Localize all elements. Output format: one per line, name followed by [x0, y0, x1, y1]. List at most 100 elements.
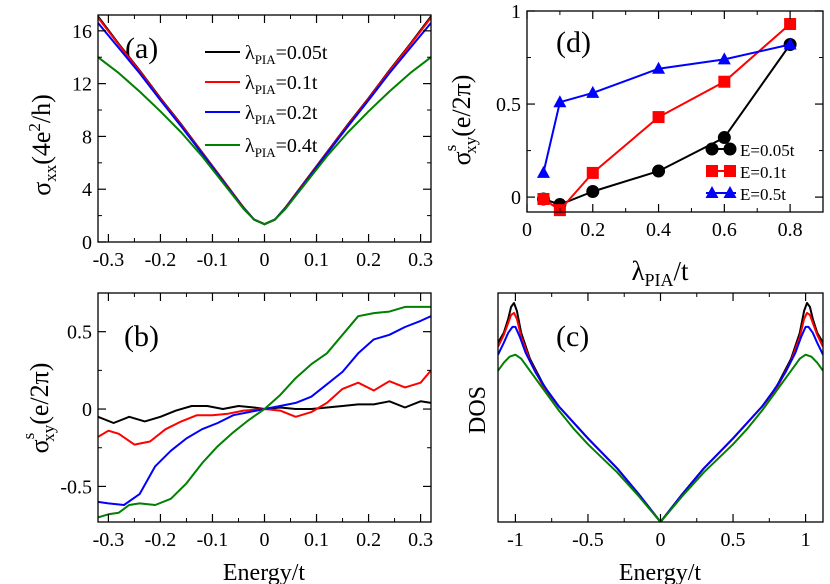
x-tick-label-a-0: -0.3 — [93, 249, 125, 271]
series-line-c-0 — [498, 302, 823, 522]
legend-label-a-0: λPIA=0.05t — [245, 42, 328, 67]
data-point-d-2-0 — [536, 165, 550, 178]
y-tick-label-b-2: 0.5 — [67, 322, 92, 344]
panel-d-xlabel: λPIA/t — [631, 256, 689, 290]
x-tick-label-c-0: -1 — [507, 529, 524, 551]
panel-b-label: (b) — [124, 320, 159, 353]
panel-c-ylabel: DOS — [465, 386, 491, 434]
data-point-d-1-3 — [652, 111, 665, 124]
legend-entry-d-2: E=0.5t — [705, 185, 786, 204]
x-tick-label-b-2: -0.1 — [197, 529, 229, 551]
y-tick-label-d-1: 0.5 — [496, 94, 521, 116]
series-line-d-2 — [542, 43, 791, 174]
legend-marker-d-1 — [706, 165, 718, 177]
legend-entry-d-1: E=0.1t — [706, 163, 786, 182]
x-tick-label-c-2: 0 — [656, 529, 666, 551]
y-tick-label-a-2: 8 — [82, 126, 92, 148]
x-tick-label-c-3: 0.5 — [721, 529, 746, 551]
plot-a: -0.3 -0.2 -0.1 0 0.1 0.2 0.3 0 4 8 12 16 — [72, 14, 433, 271]
legend-label-d-0: E=0.05t — [740, 141, 795, 160]
x-tick-label-b-1: -0.2 — [145, 529, 177, 551]
data-point-d-0-3 — [652, 164, 666, 178]
data-point-d-0-2 — [586, 185, 600, 199]
x-tick-label-a-5: 0.2 — [356, 249, 381, 271]
y-tick-label-a-1: 4 — [82, 179, 92, 201]
panel-d-label: (d) — [556, 26, 591, 59]
x-tick-label-b-5: 0.2 — [356, 529, 381, 551]
panel-b-ylabel: σsxy(e/2π) — [19, 363, 58, 454]
panel-d-ylabel: σsxy(e/2π) — [441, 75, 480, 166]
panel-d-legend: E=0.05t E=0.1t E=0.5t — [705, 141, 795, 204]
panel-a-legend: λPIA=0.05t λPIA=0.1t λPIA=0.2t λPIA=0.4t — [205, 42, 328, 160]
data-point-d-2-5 — [783, 37, 797, 50]
y-tick-label-b-1: 0 — [82, 399, 92, 421]
series-line-c-1 — [498, 311, 823, 522]
y-tick-label-a-3: 12 — [72, 74, 92, 96]
legend-entry-a-3: λPIA=0.4t — [205, 135, 318, 160]
x-tick-label-b-4: 0.1 — [304, 529, 329, 551]
legend-entry-a-0: λPIA=0.05t — [205, 42, 328, 67]
legend-entry-d-0: E=0.05t — [705, 141, 795, 160]
plot-frame-c — [497, 292, 824, 523]
series-line-b-1 — [98, 369, 431, 446]
data-point-d-0-4 — [717, 131, 731, 145]
x-tick-label-b-3: 0 — [260, 529, 270, 551]
series-line-b-0 — [98, 400, 431, 424]
plot-d: 0 0.2 0.4 0.6 0.8 0 0.5 1 — [496, 1, 824, 241]
panel-d: (d) λPIA/t σsxy(e/2π) E=0.05t E=0.1t E=0… — [441, 26, 795, 290]
x-tick-label-d-3: 0.6 — [712, 219, 737, 241]
panel-b: (b) Energy/t σsxy(e/2π) — [19, 320, 305, 584]
legend-marker-d-2b — [723, 186, 737, 198]
x-tick-label-d-4: 0.8 — [778, 219, 803, 241]
x-tick-label-a-6: 0.3 — [408, 249, 433, 271]
y-tick-label-a-4: 16 — [72, 21, 92, 43]
x-tick-label-c-4: 1 — [801, 529, 811, 551]
x-tick-label-d-0: 0 — [522, 219, 532, 241]
data-point-d-2-3 — [652, 61, 666, 74]
y-tick-label-b-0: -0.5 — [60, 476, 92, 498]
series-line-b-3 — [98, 305, 431, 519]
legend-marker-d-0b — [723, 142, 737, 156]
x-tick-label-a-1: -0.2 — [145, 249, 177, 271]
x-tick-label-d-1: 0.2 — [580, 219, 605, 241]
x-tick-label-c-1: -0.5 — [572, 529, 604, 551]
x-tick-label-a-4: 0.1 — [304, 249, 329, 271]
plot-c: -1 -0.5 0 0.5 1 — [497, 292, 824, 551]
legend-label-a-3: λPIA=0.4t — [245, 135, 318, 160]
legend-entry-a-2: λPIA=0.2t — [205, 102, 318, 127]
data-point-d-1-0 — [537, 192, 550, 205]
series-line-c-3 — [498, 353, 823, 522]
x-tick-label-b-0: -0.3 — [93, 529, 125, 551]
plot-frame-d — [526, 10, 824, 213]
x-tick-label-a-3: 0 — [260, 249, 270, 271]
series-line-c-2 — [498, 325, 823, 522]
panel-a: (a) σxx(4e2/h) λPIA=0.05t λPIA=0.1t λPIA… — [25, 32, 328, 196]
panel-c-xlabel: Energy/t — [619, 560, 702, 584]
data-point-d-1-5 — [784, 18, 797, 31]
series-line-a-3 — [98, 56, 431, 226]
y-tick-label-d-0: 0 — [511, 187, 521, 209]
data-point-d-2-2 — [586, 85, 600, 98]
panel-a-ylabel: σxx(4e2/h) — [25, 94, 60, 196]
x-tick-label-d-2: 0.4 — [646, 219, 671, 241]
x-tick-label-a-2: -0.1 — [197, 249, 229, 271]
y-tick-label-d-2: 1 — [511, 1, 521, 23]
panel-b-xlabel: Energy/t — [223, 560, 306, 584]
data-point-d-2-4 — [717, 52, 731, 65]
legend-marker-d-1b — [724, 165, 736, 177]
legend-label-d-2: E=0.5t — [740, 185, 786, 204]
data-point-d-1-4 — [718, 75, 731, 88]
y-tick-label-a-0: 0 — [82, 232, 92, 254]
x-tick-label-b-6: 0.3 — [408, 529, 433, 551]
data-point-d-2-1 — [553, 95, 567, 108]
legend-entry-a-1: λPIA=0.1t — [205, 72, 318, 97]
panel-c: (c) Energy/t DOS — [465, 320, 701, 584]
panel-c-label: (c) — [556, 320, 589, 353]
legend-label-a-1: λPIA=0.1t — [245, 72, 318, 97]
legend-marker-d-2 — [705, 186, 719, 198]
legend-label-d-1: E=0.1t — [740, 163, 786, 182]
plot-b: -0.3 -0.2 -0.1 0 0.1 0.2 0.3 -0.5 0 0.5 — [60, 292, 433, 551]
data-point-d-1-2 — [586, 166, 599, 179]
